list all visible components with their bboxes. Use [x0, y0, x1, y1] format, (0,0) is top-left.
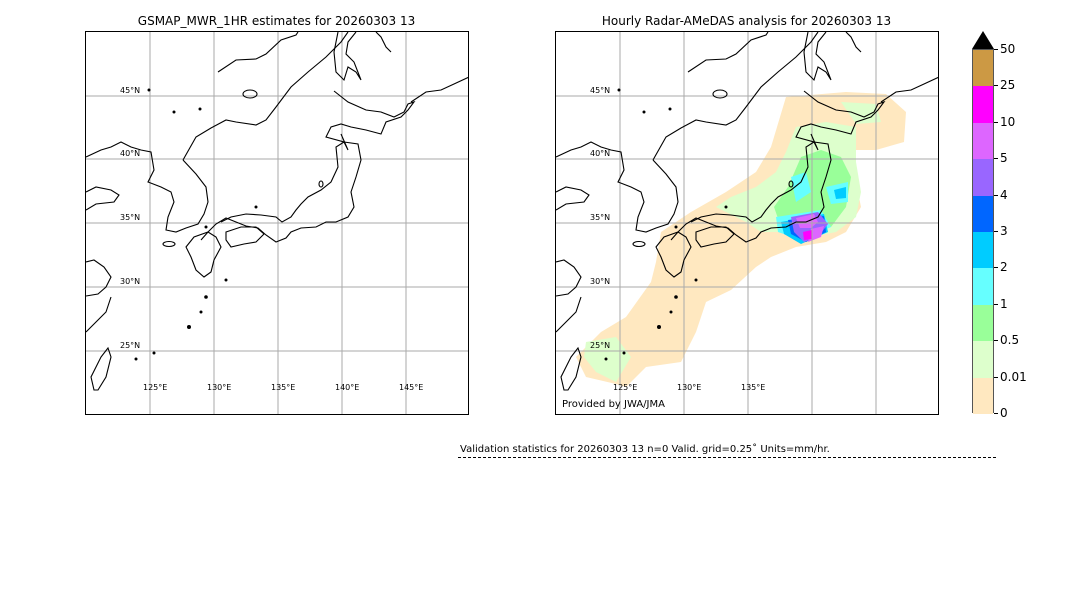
- colorbar-label: 0.5: [1000, 333, 1020, 348]
- validation-statistics: Validation statistics for 20260303 13 n=…: [460, 444, 830, 455]
- right-map-graphics: [556, 32, 938, 414]
- colorbar-label: 0.01: [1000, 369, 1027, 384]
- colorbar-tick: [994, 340, 998, 342]
- precipitation-field: [576, 92, 906, 387]
- colorbar-tick: [994, 49, 998, 50]
- coastlines: [86, 32, 468, 391]
- colorbar-tick: [994, 303, 998, 305]
- colorbar-segment: [973, 304, 993, 342]
- colorbar-tick: [994, 267, 998, 269]
- colorbar-tick: [994, 85, 998, 87]
- colorbar-segment: [973, 86, 993, 124]
- colorbar-tick: [994, 376, 998, 378]
- lat-tick-45: 45°N: [120, 86, 141, 95]
- colorbar: [972, 49, 994, 415]
- colorbar-segment: [973, 159, 993, 197]
- colorbar-segment: [973, 268, 993, 306]
- colorbar-tick: [994, 413, 998, 414]
- colorbar-label: 5: [1000, 151, 1008, 166]
- colorbar-tick: [994, 158, 998, 160]
- gridlines: [556, 32, 938, 414]
- colorbar-label: 2: [1000, 260, 1008, 275]
- small-islands: [604, 88, 728, 361]
- colorbar-tick: [994, 121, 998, 123]
- lat-tick-35: 35°N: [120, 213, 141, 222]
- colorbar-label: 50: [1000, 42, 1016, 56]
- validation-divider: [458, 457, 996, 458]
- colorbar-segment: [973, 195, 993, 233]
- lon-tick-135: 135°E: [271, 383, 296, 392]
- lat-tick-45: 45°N: [590, 86, 611, 95]
- lon-tick-145: 145°E: [399, 383, 424, 392]
- colorbar-label: 3: [1000, 224, 1008, 238]
- colorbar-segment: [973, 377, 993, 415]
- colorbar-segment: [973, 50, 993, 87]
- gridlines: [86, 32, 468, 414]
- left-map: 45°N 40°N 35°N 30°N 25°N 125°E 130°E 135…: [85, 31, 469, 415]
- lon-tick-130: 130°E: [207, 383, 232, 392]
- lon-tick-125: 125°E: [143, 383, 168, 392]
- colorbar-label: 4: [1000, 187, 1008, 202]
- lon-tick-135: 135°E: [741, 383, 766, 392]
- lat-tick-25: 25°N: [590, 341, 611, 350]
- right-panel-title: Hourly Radar-AMeDAS analysis for 2026030…: [601, 14, 892, 28]
- left-map-graphics: [86, 32, 468, 414]
- colorbar-segment: [973, 341, 993, 379]
- lat-tick-40: 40°N: [590, 149, 611, 158]
- lat-tick-30: 30°N: [590, 277, 611, 286]
- colorbar-segment: [973, 122, 993, 160]
- colorbar-tick: [994, 231, 998, 232]
- lat-tick-25: 25°N: [120, 341, 141, 350]
- colorbar-label: 1: [1000, 296, 1008, 311]
- lat-tick-35: 35°N: [590, 213, 611, 222]
- colorbar-label: 25: [1000, 78, 1016, 93]
- colorbar-label: 0: [1000, 406, 1008, 420]
- lon-tick-125: 125°E: [613, 383, 638, 392]
- colorbar-extend-arrow: [972, 31, 994, 49]
- colorbar-tick: [994, 194, 998, 196]
- lat-tick-30: 30°N: [120, 277, 141, 286]
- small-islands: [134, 88, 258, 361]
- data-credit: Provided by JWA/JMA: [562, 399, 665, 410]
- lat-tick-40: 40°N: [120, 149, 141, 158]
- right-map: 45°N 40°N 35°N 30°N 25°N 125°E 130°E 135…: [555, 31, 939, 415]
- left-panel-title: GSMAP_MWR_1HR estimates for 20260303 13: [137, 14, 416, 28]
- colorbar-label: 10: [1000, 114, 1016, 129]
- lon-tick-130: 130°E: [677, 383, 702, 392]
- colorbar-segment: [973, 232, 993, 269]
- lon-tick-140: 140°E: [335, 383, 360, 392]
- coastlines: [556, 32, 938, 391]
